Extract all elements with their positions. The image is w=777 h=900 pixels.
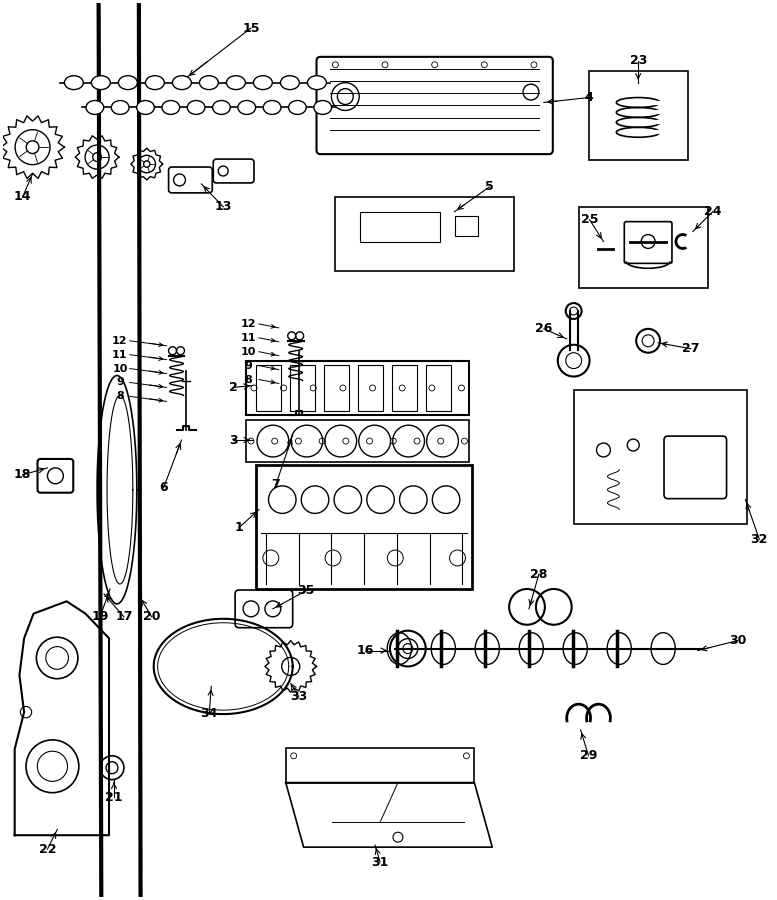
Text: 27: 27: [682, 342, 699, 356]
Ellipse shape: [263, 101, 281, 114]
Text: 32: 32: [751, 533, 768, 546]
Bar: [290, 364, 315, 411]
Bar: [361, 212, 440, 241]
Text: 22: 22: [39, 842, 56, 856]
Text: 7: 7: [271, 478, 280, 491]
Text: 8: 8: [116, 392, 124, 401]
Text: 31: 31: [371, 856, 388, 868]
Ellipse shape: [92, 76, 110, 90]
Text: 4: 4: [584, 91, 593, 104]
Text: 30: 30: [729, 634, 746, 647]
Ellipse shape: [86, 101, 103, 114]
Text: 16: 16: [357, 644, 374, 657]
Ellipse shape: [187, 101, 205, 114]
Ellipse shape: [118, 76, 138, 90]
Ellipse shape: [172, 76, 191, 90]
Text: 29: 29: [580, 750, 598, 762]
Bar: [246, 420, 469, 462]
Text: 11: 11: [240, 333, 256, 343]
Text: 10: 10: [112, 364, 127, 374]
Bar: [357, 364, 383, 411]
Ellipse shape: [253, 76, 273, 90]
Ellipse shape: [280, 76, 299, 90]
Ellipse shape: [238, 101, 256, 114]
Text: 9: 9: [244, 361, 252, 371]
Bar: [455, 216, 479, 236]
Text: 3: 3: [228, 434, 238, 446]
Text: 20: 20: [143, 610, 161, 624]
Ellipse shape: [213, 101, 230, 114]
Text: 17: 17: [115, 610, 133, 624]
Ellipse shape: [64, 76, 83, 90]
Bar: [336, 197, 514, 271]
Text: 12: 12: [240, 319, 256, 328]
Bar: [324, 364, 349, 411]
Text: 12: 12: [112, 336, 127, 346]
Bar: [579, 207, 708, 288]
Text: 25: 25: [580, 213, 598, 226]
Ellipse shape: [162, 101, 179, 114]
Ellipse shape: [111, 101, 129, 114]
Text: 23: 23: [629, 54, 647, 68]
Text: 19: 19: [92, 610, 109, 624]
Text: 18: 18: [14, 468, 31, 482]
Text: 2: 2: [228, 381, 238, 394]
Bar: [392, 364, 417, 411]
Text: 11: 11: [112, 350, 127, 360]
Ellipse shape: [308, 76, 326, 90]
Text: 28: 28: [530, 568, 548, 580]
Ellipse shape: [200, 76, 218, 90]
Text: 35: 35: [297, 584, 314, 598]
Ellipse shape: [137, 101, 155, 114]
Text: 5: 5: [485, 180, 493, 194]
Ellipse shape: [226, 76, 246, 90]
Text: 21: 21: [105, 791, 123, 804]
Text: 9: 9: [116, 377, 124, 388]
Ellipse shape: [314, 101, 332, 114]
Text: 33: 33: [290, 689, 307, 703]
Text: 1: 1: [235, 521, 243, 534]
Text: 34: 34: [200, 706, 218, 720]
Bar: [573, 391, 747, 525]
Bar: [246, 361, 469, 415]
Bar: [588, 71, 688, 160]
Text: 8: 8: [244, 374, 252, 384]
Bar: [286, 748, 475, 783]
Ellipse shape: [145, 76, 164, 90]
Bar: [426, 364, 451, 411]
Ellipse shape: [288, 101, 306, 114]
Text: 24: 24: [704, 205, 721, 218]
Bar: [256, 364, 281, 411]
Text: 10: 10: [240, 346, 256, 356]
Text: 26: 26: [535, 322, 552, 336]
Text: 14: 14: [14, 190, 31, 203]
Bar: [256, 465, 472, 589]
Text: 15: 15: [242, 22, 260, 34]
Text: 13: 13: [214, 201, 232, 213]
Text: 6: 6: [159, 482, 168, 494]
